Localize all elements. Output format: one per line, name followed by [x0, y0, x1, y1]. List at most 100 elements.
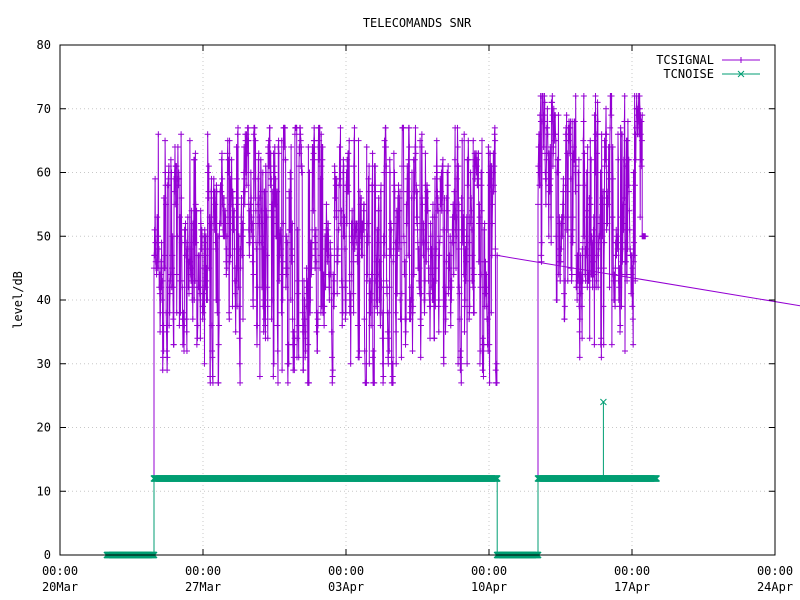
tcsignal-point	[591, 233, 598, 240]
tcsignal-point	[558, 246, 565, 252]
tcsignal-point	[295, 290, 302, 297]
tcsignal-point	[157, 309, 164, 316]
tcsignal-point	[541, 99, 548, 106]
tcsignal-point	[186, 137, 193, 144]
tcsignal-point	[550, 105, 557, 112]
tcsignal-point	[391, 188, 398, 195]
tcsignal-point	[603, 131, 610, 138]
tcsignal-point	[367, 277, 374, 284]
x-tick-label: 17Apr	[614, 580, 650, 594]
tcsignal-point	[561, 303, 568, 310]
tcsignal-point	[159, 277, 166, 284]
tcsignal-point	[211, 195, 218, 201]
tcsignal-point	[287, 297, 294, 303]
tcsignal-point	[298, 163, 305, 170]
tcsignal-point	[404, 163, 411, 170]
tcsignal-point	[344, 156, 351, 163]
tcsignal-point	[433, 246, 440, 252]
tcsignal-point	[581, 182, 588, 189]
tcsignal-point	[414, 226, 421, 233]
tcsignal-point	[408, 284, 415, 291]
tcsignal-point	[169, 284, 176, 291]
tcsignal-point	[442, 316, 449, 323]
tcsignal-point	[579, 239, 586, 246]
legend-label: TCSIGNAL	[656, 53, 714, 67]
tcsignal-point	[332, 195, 339, 201]
tcsignal-point	[598, 335, 605, 342]
tcsignal-point	[444, 207, 451, 214]
tcsignal-point	[218, 188, 225, 195]
tcsignal-point	[176, 175, 183, 182]
tcsignal-point	[231, 207, 238, 214]
tcsignal-point	[632, 156, 639, 163]
tcsignal-point	[379, 335, 386, 342]
tcsignal-point	[608, 93, 615, 99]
tcsignal-point	[555, 156, 562, 163]
tcsignal-point	[401, 239, 408, 246]
tcsignal-point	[622, 258, 629, 265]
tcsignal-point	[393, 360, 400, 367]
tcsignal-point	[387, 252, 394, 259]
tcsignal-point	[491, 124, 498, 131]
tcsignal-point	[626, 188, 633, 195]
tcsignal-point	[380, 233, 387, 240]
series-tcsignal	[150, 93, 800, 479]
tcsignal-point	[457, 354, 464, 361]
tcsignal-point	[394, 252, 401, 259]
tcsignal-point	[267, 182, 274, 189]
tcsignal-point	[261, 188, 268, 195]
tcsignal-point	[481, 220, 488, 227]
tcsignal-point	[628, 271, 635, 278]
tcsignal-point	[568, 265, 575, 272]
tcsignal-point	[492, 367, 499, 374]
tcsignal-point	[239, 220, 246, 227]
tcsignal-point	[404, 175, 411, 182]
tcsignal-point	[444, 169, 451, 176]
tcsignal-point	[328, 297, 335, 303]
tcsignal-point	[334, 290, 341, 297]
tcsignal-point	[591, 137, 598, 144]
tcsignal-point	[270, 360, 277, 367]
tcsignal-point	[202, 233, 209, 240]
tcsignal-point	[401, 258, 408, 265]
tcsignal-point	[155, 246, 162, 252]
tcsignal-point	[460, 226, 467, 233]
tcsignal-point	[166, 322, 173, 329]
tcsignal-point	[438, 207, 445, 214]
tcsignal-point	[379, 309, 386, 316]
tcsignal-point	[637, 131, 644, 138]
tcsignal-point	[247, 169, 254, 176]
tcsignal-point	[330, 271, 337, 278]
tcsignal-point	[563, 226, 570, 233]
tcsignal-point	[585, 277, 592, 284]
tcsignal-point	[608, 112, 615, 119]
tcsignal-point	[423, 258, 430, 265]
tcsignal-point	[628, 290, 635, 297]
tcsignal-point	[383, 163, 390, 170]
tcsignal-point	[565, 137, 572, 144]
tcsignal-point	[485, 144, 492, 150]
tcsignal-point	[606, 284, 613, 291]
tcsignal-point	[457, 360, 464, 367]
tcsignal-point	[602, 156, 609, 163]
tcnoise-point	[652, 474, 661, 483]
tcsignal-point	[227, 175, 234, 182]
tcsignal-point	[417, 316, 424, 323]
tcsignal-point	[481, 226, 488, 233]
tcsignal-point	[350, 309, 357, 316]
tcsignal-point	[302, 335, 309, 342]
tcsignal-point	[178, 195, 185, 201]
y-tick-label: 60	[37, 166, 51, 180]
tcsignal-point	[282, 284, 289, 291]
tcsignal-point	[632, 277, 639, 284]
tcsignal-point	[425, 265, 432, 272]
tcsignal-point	[308, 271, 315, 278]
tcsignal-point	[219, 201, 226, 208]
tcsignal-point	[262, 322, 269, 329]
tcsignal-point	[469, 284, 476, 291]
tcsignal-point	[479, 348, 486, 354]
tcsignal-point	[237, 246, 244, 252]
tcsignal-point	[435, 303, 442, 310]
tcsignal-point	[232, 290, 239, 297]
tcsignal-point	[185, 290, 192, 297]
